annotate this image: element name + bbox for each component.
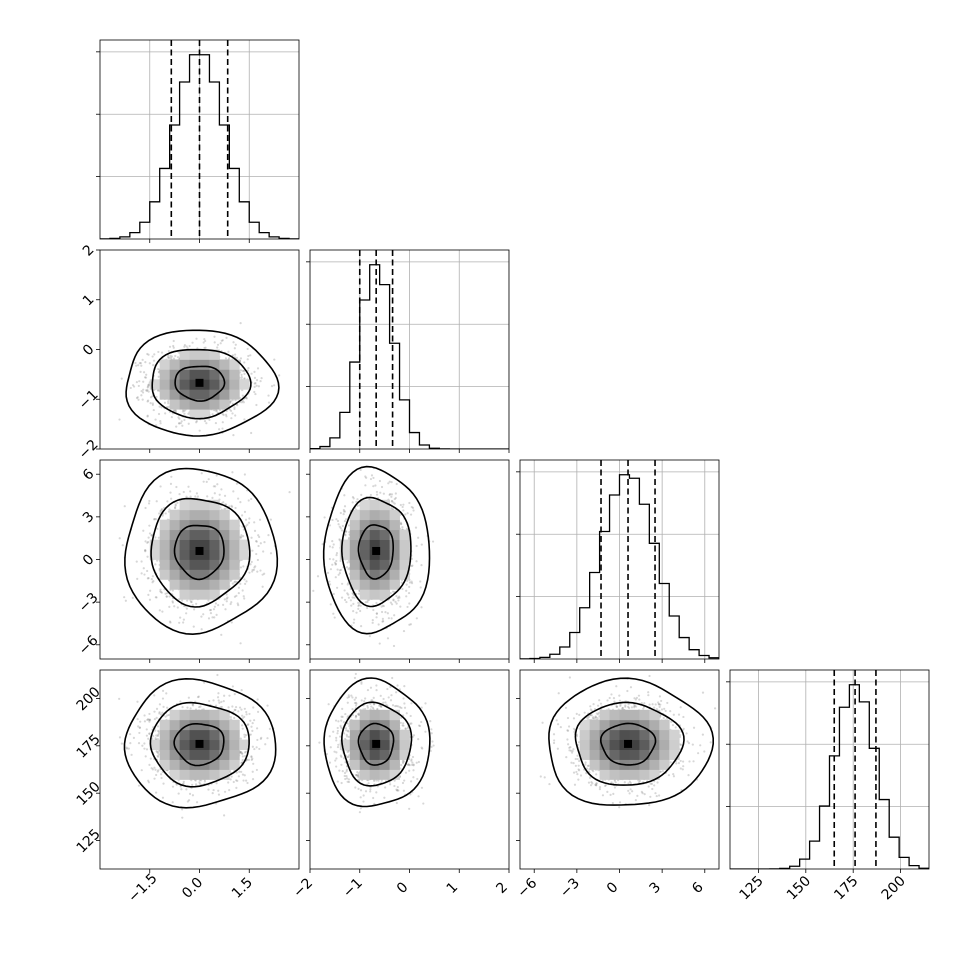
x-tick-label: −1 — [340, 875, 366, 901]
y-tick-label: 175 — [74, 731, 104, 761]
panel-1-0: −2 −1 0 1 2 — [76, 242, 300, 463]
peak-marker — [195, 378, 204, 387]
panel-3-1: −2 −1 0 1 2 — [290, 669, 511, 901]
histogram-3 — [730, 684, 929, 869]
x-tick-label: 150 — [784, 873, 814, 903]
density-cells — [339, 709, 410, 780]
panel-3-0: 125 150 175 200 −1.5 0.0 1.5 — [74, 669, 300, 906]
x-tick-label: 0.0 — [179, 875, 206, 902]
contours — [125, 329, 280, 437]
contour-1 — [340, 701, 413, 787]
density-cells — [339, 499, 410, 600]
y-tick-label: 3 — [80, 509, 98, 527]
contour-0 — [357, 722, 395, 766]
panel-frame — [729, 669, 930, 870]
contour-1 — [574, 701, 685, 786]
x-tick-label: 200 — [879, 873, 909, 903]
y-tick-label: 0 — [80, 551, 98, 569]
contour-1 — [340, 496, 412, 608]
panel-1-1 — [306, 249, 510, 453]
contour-0 — [357, 524, 394, 580]
panel-2-0: −6 −3 0 3 6 — [76, 459, 300, 663]
panel-frame — [519, 669, 720, 870]
contour-0 — [173, 524, 225, 581]
histogram-2 — [520, 474, 719, 659]
x-tick-label: 6 — [689, 879, 707, 897]
panel-frame — [99, 249, 300, 450]
contours — [123, 677, 277, 809]
y-tick-label: 150 — [74, 779, 104, 809]
contour-0 — [173, 723, 225, 767]
x-tick-label: 3 — [647, 879, 665, 897]
panel-frame — [309, 249, 510, 450]
peak-marker — [372, 739, 381, 748]
panel-frame — [99, 459, 300, 660]
x-tick-label: −6 — [514, 875, 540, 901]
contours — [548, 677, 714, 806]
x-tick-label: −3 — [557, 875, 583, 901]
contours — [323, 677, 431, 808]
contour-1 — [150, 497, 251, 608]
contours — [322, 465, 431, 635]
density-cells — [149, 709, 250, 780]
peak-marker — [624, 739, 633, 748]
x-tick-label: 2 — [493, 879, 511, 897]
contour-1 — [151, 348, 252, 420]
contour-2 — [124, 467, 279, 636]
panel-2-2 — [516, 459, 720, 663]
y-tick-label: 200 — [74, 684, 104, 714]
contour-2 — [322, 465, 431, 635]
y-tick-label: −2 — [76, 437, 102, 463]
y-tick-label: −6 — [76, 632, 102, 658]
panel-frame — [99, 669, 300, 870]
y-tick-label: −1 — [76, 387, 102, 413]
panel-2-1 — [306, 459, 510, 663]
contour-1 — [149, 701, 250, 788]
contour-2 — [548, 677, 714, 806]
peak-marker — [195, 546, 204, 555]
peak-marker — [372, 546, 381, 555]
y-tick-label: 6 — [80, 466, 98, 484]
x-tick-label: 175 — [831, 873, 861, 903]
panel-3-2: −6 −3 0 3 6 — [514, 669, 720, 901]
x-tick-label: −1.5 — [125, 870, 160, 905]
panel-0-0 — [96, 39, 300, 243]
x-tick-label: 0 — [604, 879, 622, 897]
contour-2 — [125, 329, 280, 437]
y-tick-label: 1 — [80, 292, 98, 310]
contour-0 — [599, 722, 657, 766]
peak-marker — [195, 739, 204, 748]
y-tick-label: 2 — [80, 242, 98, 260]
panel-frame — [309, 459, 510, 660]
panel-frame — [519, 459, 720, 660]
x-tick-label: 125 — [736, 873, 766, 903]
panel-3-3: 125 150 175 200 — [726, 669, 930, 903]
grid-lines — [730, 670, 929, 869]
x-tick-label: 1.5 — [229, 875, 256, 902]
x-tick-label: 1 — [444, 879, 462, 897]
contour-2 — [123, 677, 277, 809]
y-tick-label: −3 — [76, 590, 102, 616]
contour-0 — [174, 365, 226, 402]
y-tick-label: 0 — [80, 341, 98, 359]
panel-frame — [309, 669, 510, 870]
x-tick-label: −2 — [290, 875, 316, 901]
contours — [124, 467, 279, 636]
y-tick-label: 125 — [74, 826, 104, 856]
panel-frame — [99, 39, 300, 240]
x-tick-label: 0 — [394, 879, 412, 897]
contour-2 — [323, 677, 431, 808]
